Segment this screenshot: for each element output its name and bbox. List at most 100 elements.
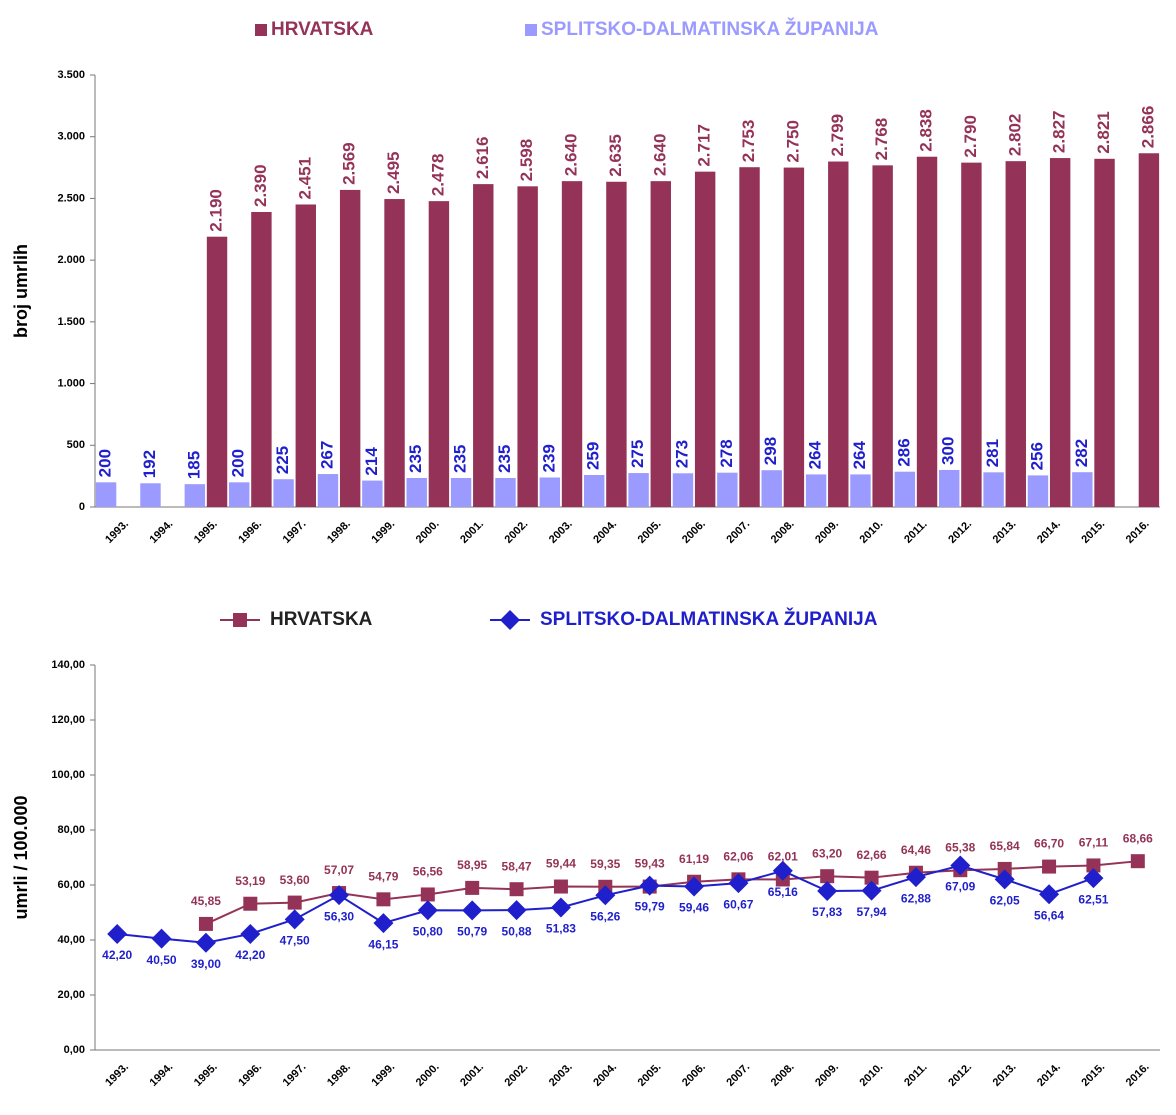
bar (95, 482, 117, 507)
bar (1094, 158, 1115, 508)
bar (495, 477, 516, 507)
marker (462, 900, 483, 921)
data-label: 2.717 (695, 124, 714, 167)
y-tick-label: 2.000 (57, 254, 85, 266)
x-tick-label: 1998. (325, 518, 353, 546)
data-label: 62,06 (723, 850, 753, 864)
bar (140, 483, 161, 507)
data-label: 57,83 (812, 905, 842, 919)
data-label: 46,15 (368, 937, 398, 951)
bar (606, 181, 627, 507)
data-label: 66,70 (1034, 837, 1064, 851)
legend-label: HRVATSKA (271, 19, 374, 40)
bar (694, 171, 716, 507)
data-label: 2.451 (295, 157, 314, 200)
x-tick-label: 2001. (458, 1061, 486, 1089)
bar (1049, 158, 1071, 507)
data-label: 192 (140, 450, 159, 478)
bar (229, 482, 250, 507)
x-tick-label: 2013. (991, 518, 1019, 546)
marker (506, 900, 527, 921)
x-tick-label: 2001. (458, 518, 486, 546)
x-tick-label: 1994. (148, 1061, 176, 1089)
bar (517, 186, 538, 507)
x-tick-label: 2004. (591, 518, 619, 546)
marker (595, 885, 616, 906)
bar (1005, 161, 1026, 507)
marker (1083, 868, 1104, 889)
x-tick-label: 2009. (813, 518, 841, 546)
data-label: 2.753 (739, 120, 758, 163)
data-label: 42,20 (235, 948, 265, 962)
data-label: 51,83 (546, 922, 576, 936)
x-tick-label: 1993. (103, 518, 131, 546)
marker (240, 923, 261, 944)
x-tick-label: 2003. (547, 1061, 575, 1089)
data-label: 281 (983, 439, 1002, 467)
data-label: 50,80 (413, 924, 443, 938)
data-label: 59,79 (635, 900, 665, 914)
x-tick-label: 1993. (103, 1061, 131, 1089)
y-tick-label: 80,00 (57, 824, 85, 836)
data-label: 53,60 (280, 873, 310, 887)
marker (509, 882, 524, 897)
data-label: 59,44 (546, 857, 576, 871)
legend-label: HRVATSKA (270, 609, 373, 630)
x-tick-label: 2005. (636, 1061, 664, 1089)
data-label: 239 (539, 444, 558, 472)
bar (406, 477, 427, 507)
x-tick-label: 1994. (148, 518, 176, 546)
bar (894, 471, 916, 507)
marker (284, 909, 305, 930)
bar (1072, 472, 1093, 507)
data-label: 2.750 (783, 120, 802, 163)
marker (905, 867, 926, 888)
x-tick-label: 2015. (1079, 1061, 1107, 1089)
x-tick-label: 1995. (192, 1061, 220, 1089)
y-axis-title: umrli / 100.000 (11, 795, 31, 919)
marker (500, 610, 520, 630)
bar (872, 165, 893, 507)
data-label: 40,50 (147, 953, 177, 967)
marker (329, 885, 350, 906)
data-label: 200 (96, 449, 115, 477)
data-label: 54,79 (368, 869, 398, 883)
data-label: 298 (761, 437, 780, 465)
marker (243, 896, 258, 911)
marker (151, 928, 172, 949)
marker (287, 895, 302, 910)
x-tick-label: 2012. (946, 1061, 974, 1089)
bar (384, 199, 405, 507)
data-label: 2.190 (207, 189, 226, 232)
data-label: 2.838 (917, 109, 936, 152)
bar (717, 472, 738, 507)
data-label: 39,00 (191, 957, 221, 971)
x-tick-label: 2004. (591, 1061, 619, 1089)
x-tick-label: 2009. (813, 1061, 841, 1089)
x-tick-label: 2016. (1124, 1061, 1152, 1089)
bar (584, 475, 605, 507)
data-label: 2.768 (872, 118, 891, 161)
bar (473, 184, 494, 508)
x-tick-label: 2010. (858, 1061, 886, 1089)
bar (561, 181, 583, 508)
x-tick-label: 2000. (414, 518, 442, 546)
marker (639, 875, 660, 896)
data-label: 214 (362, 447, 381, 476)
data-label: 264 (850, 441, 869, 470)
bar (983, 472, 1004, 507)
x-tick-label: 2013. (991, 1061, 1019, 1089)
data-label: 273 (672, 440, 691, 468)
bar (539, 477, 561, 507)
y-axis-title: broj umrlih (11, 244, 31, 338)
data-label: 45,85 (191, 894, 221, 908)
data-label: 62,88 (901, 891, 931, 905)
data-label: 2.478 (428, 154, 447, 197)
x-tick-label: 2000. (414, 1061, 442, 1089)
bar (273, 479, 294, 507)
bar (939, 469, 960, 507)
x-tick-label: 2007. (724, 518, 752, 546)
x-tick-label: 1997. (281, 518, 309, 546)
data-label: 200 (229, 449, 248, 477)
